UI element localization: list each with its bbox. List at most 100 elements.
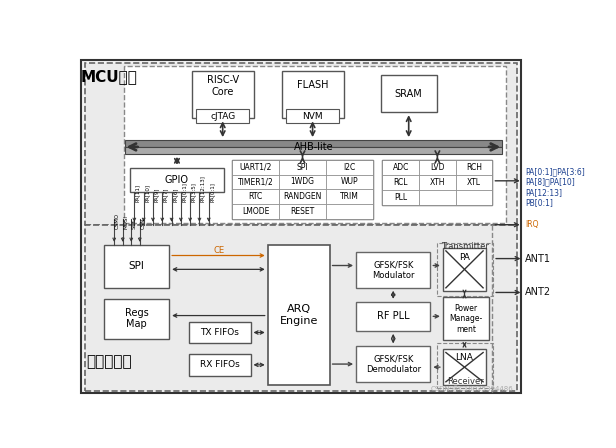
Bar [419,175,456,190]
Text: I2C: I2C [343,163,355,172]
Text: Regs
Map: Regs Map [125,308,148,329]
Bar [356,252,431,288]
Bar [232,160,373,219]
Bar [197,109,249,123]
Bar [279,204,326,219]
Bar [282,71,344,118]
Bar [267,245,330,385]
Bar [456,160,492,175]
Text: XTL: XTL [467,178,481,187]
Text: CSMO: CSMO [115,212,120,228]
Text: ANT2: ANT2 [525,288,551,297]
Text: PA: PA [459,253,470,262]
Text: IRQ: IRQ [525,220,538,229]
Text: PA[10]: PA[10] [144,185,150,202]
Bar [326,204,373,219]
Text: LMODE: LMODE [242,207,269,216]
Text: RF PLL: RF PLL [377,311,410,321]
Bar [326,175,373,189]
Text: PB[0:1]: PB[0:1] [525,198,553,207]
Text: TRIM: TRIM [340,192,359,201]
Text: PA[6]: PA[6] [172,188,177,202]
Bar [381,75,437,112]
Text: CE: CE [213,246,224,255]
Text: PA[8]、PA[10]: PA[8]、PA[10] [525,178,575,187]
Bar [383,175,419,190]
Text: RISC-V
Core: RISC-V Core [206,75,239,97]
Bar [232,204,279,219]
Text: CSN: CSN [140,217,145,228]
Text: CSDN:@C18025394486: CSDN:@C18025394486 [431,386,514,393]
Text: XTH: XTH [429,178,445,187]
Bar [130,168,224,192]
Bar [85,225,517,391]
Text: AHB-lite: AHB-lite [294,142,333,152]
Text: cJTAG: cJTAG [210,112,235,121]
Bar [443,297,489,340]
Text: UART1/2: UART1/2 [240,163,272,172]
Bar [279,175,326,189]
Bar [279,189,326,204]
Bar [188,322,251,343]
Bar [232,175,279,189]
Bar [383,160,492,205]
Text: SPI: SPI [129,261,145,271]
Text: PA[9]: PA[9] [154,188,159,202]
Text: PLL: PLL [394,193,407,202]
Text: NVM: NVM [302,112,323,121]
Text: MOSI: MOSI [123,215,129,228]
Bar [356,302,431,331]
Text: GFSK/FSK
Demodulator: GFSK/FSK Demodulator [366,354,421,374]
Bar [279,160,326,175]
Text: TX FIFOs: TX FIFOs [200,328,239,337]
Bar [125,147,501,154]
Bar [104,299,169,339]
Bar [456,190,492,205]
Text: LVD: LVD [430,163,445,172]
Text: RTC: RTC [248,192,262,201]
Bar [123,66,506,223]
Text: MCU模块: MCU模块 [81,69,138,84]
Bar [188,354,251,375]
Text: RESET: RESET [290,207,315,216]
Bar [326,160,373,175]
Text: PA[0:1]: PA[0:1] [182,182,187,202]
Bar [326,189,373,204]
Bar [192,71,254,118]
Bar [286,109,339,123]
Bar [232,189,279,204]
Text: PA[7]: PA[7] [163,188,168,202]
Text: LNA: LNA [456,353,474,362]
Text: SPI: SPI [297,163,309,172]
Text: PA[0:1]、PA[3:6]: PA[0:1]、PA[3:6] [525,168,585,177]
Text: RX FIFOs: RX FIFOs [200,360,240,369]
Text: GFSK/FSK
Modulator: GFSK/FSK Modulator [372,260,415,280]
Bar [356,346,431,382]
Bar [456,175,492,190]
Bar [443,248,486,291]
Text: PA[0:1]: PA[0:1] [209,182,214,202]
Bar [383,160,419,175]
Text: Transmitter: Transmitter [441,242,489,251]
Bar [437,243,493,296]
Text: Power
Manage-
ment: Power Manage- ment [450,304,483,334]
Bar [125,140,501,147]
Text: ARQ
Engine: ARQ Engine [280,304,318,326]
Bar [419,190,456,205]
Text: PA[11]: PA[11] [135,185,140,202]
Text: RANDGEN: RANDGEN [283,192,322,201]
Text: FLASH: FLASH [297,80,328,90]
Text: 1WDG: 1WDG [291,177,315,186]
Text: PA[12:13]: PA[12:13] [525,188,562,197]
Text: SRAM: SRAM [395,89,423,99]
Text: RCH: RCH [466,163,482,172]
Text: Receiver: Receiver [447,376,484,386]
Bar [443,349,486,385]
Bar [437,343,493,388]
Text: SCK: SCK [132,218,137,228]
Text: 收发器模块: 收发器模块 [87,354,132,369]
Text: RCL: RCL [394,178,408,187]
Text: GPIO: GPIO [165,175,189,185]
Text: PA[12:13]: PA[12:13] [200,176,205,202]
Bar [383,190,419,205]
